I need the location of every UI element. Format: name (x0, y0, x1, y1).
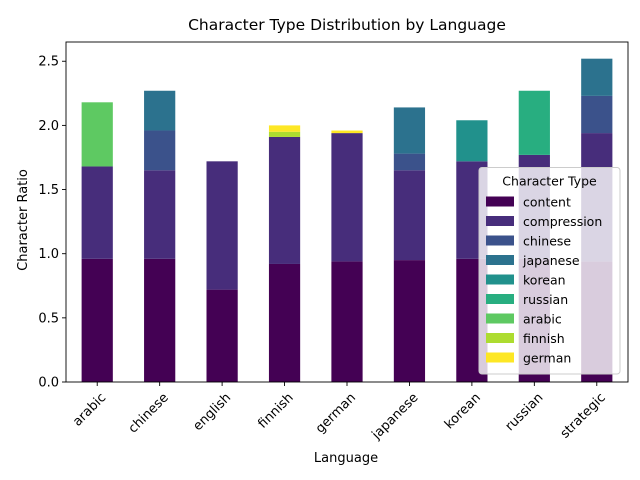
y-tick-label: 2.5 (38, 55, 59, 70)
legend-box (478, 167, 621, 375)
y-tick-label: 1.0 (38, 247, 59, 262)
y-tick-label: 1.5 (38, 183, 59, 198)
x-tick-label: arabic (70, 390, 109, 429)
legend-label-korean: korean (523, 273, 566, 288)
bar-segment-japanese-strategic (581, 58, 613, 96)
x-tick-label: chinese (126, 390, 172, 436)
bar-segment-german-german (331, 130, 363, 134)
x-tick-label: strategic (558, 390, 609, 441)
bar-segment-chinese-chinese (144, 130, 176, 171)
x-tick-label: korean (442, 390, 484, 432)
chart-title: Character Type Distribution by Language (188, 16, 506, 34)
bar-segment-compression-english (206, 161, 238, 290)
legend-label-arabic: arabic (523, 312, 562, 327)
bar-segment-content-chinese (144, 258, 176, 382)
bar-segment-japanese-japanese (393, 107, 426, 154)
legend-label-content: content (523, 195, 571, 210)
x-tick-label: japanese (369, 390, 422, 443)
bar-segment-japanese-chinese (144, 90, 176, 131)
legend-swatch-compression (486, 216, 514, 226)
bar-segment-content-arabic (81, 258, 113, 382)
x-tick-label: english (191, 390, 235, 434)
legend-swatch-arabic (486, 313, 514, 324)
legend-label-japanese: japanese (522, 253, 580, 268)
bar-segment-compression-chinese (144, 170, 176, 259)
bar-segment-content-english (206, 289, 238, 382)
bar-segment-content-finnish (268, 263, 301, 382)
legend-label-russian: russian (523, 292, 568, 307)
legend-swatch-chinese (486, 235, 514, 246)
x-tick-label: german (313, 390, 359, 436)
bar-segment-chinese-strategic (581, 95, 613, 134)
bar-segment-german-finnish (268, 125, 301, 132)
bar-segment-chinese-japanese (393, 153, 426, 171)
legend-swatch-korean (486, 274, 514, 285)
x-axis-label: Language (314, 451, 378, 466)
legend-swatch-finnish (486, 333, 514, 343)
bar-segment-korean-korean (456, 120, 488, 162)
bar-segment-finnish-finnish (268, 131, 301, 137)
bar-segment-compression-finnish (268, 136, 301, 264)
x-tick-label: russian (503, 390, 547, 434)
legend-swatch-japanese (486, 255, 514, 265)
bar-segment-content-german (331, 261, 363, 382)
legend: Character Type content compression chinese j… (478, 167, 621, 375)
legend-label-chinese: chinese (523, 234, 571, 249)
y-tick-label: 2.0 (38, 119, 59, 134)
legend-label-compression: compression (523, 214, 602, 229)
bar-segment-compression-german (331, 133, 363, 262)
legend-label-german: german (523, 351, 571, 366)
legend-swatch-russian (486, 294, 514, 304)
legend-swatch-content (486, 196, 514, 207)
y-tick-label: 0.5 (38, 311, 59, 326)
y-axis-label: Character Ratio (16, 169, 31, 271)
bar-segment-compression-arabic (81, 166, 113, 259)
bar-segment-russian-russian (518, 90, 550, 155)
x-tick-label: finnish (255, 390, 296, 431)
bar-segment-content-japanese (393, 260, 426, 382)
bar-segment-compression-japanese (393, 170, 426, 261)
y-tick-label: 0.0 (38, 376, 59, 391)
legend-swatch-german (486, 352, 514, 363)
legend-label-finnish: finnish (523, 331, 565, 346)
bar-segment-arabic-arabic (81, 102, 113, 167)
legend-title: Character Type (502, 174, 597, 189)
